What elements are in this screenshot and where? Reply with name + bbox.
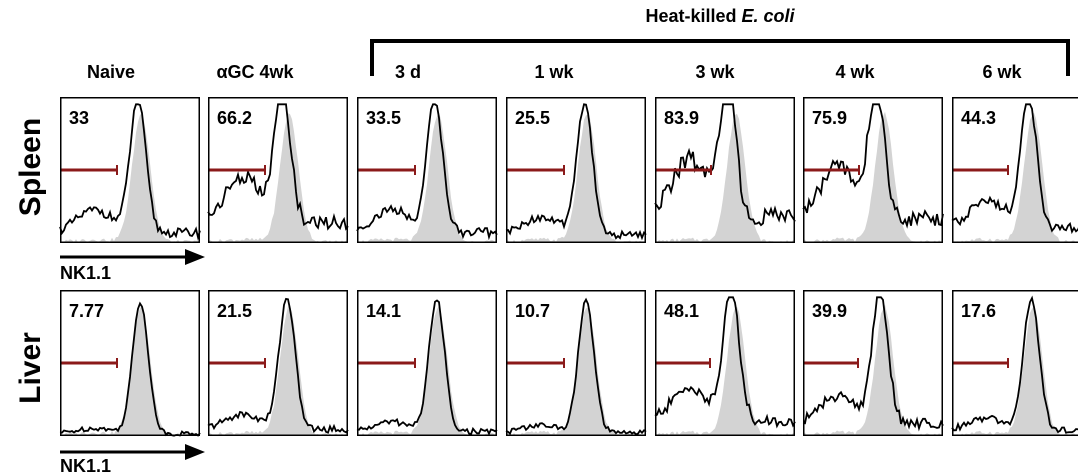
panel-frame (60, 290, 200, 436)
axis-label-spleen: NK1.1 (60, 263, 111, 283)
bracket-line (370, 39, 1070, 76)
reference-histogram (655, 113, 795, 244)
gate-percentage: 17.6 (961, 301, 996, 321)
sample-histogram (951, 295, 1078, 434)
panel-frame (357, 290, 497, 436)
reference-histogram (655, 306, 795, 436)
axis-label-liver: NK1.1 (60, 456, 111, 473)
sample-histogram (951, 103, 1078, 235)
sample-histogram (654, 296, 796, 429)
histogram-panel: 25.5 (505, 97, 647, 244)
sample-histogram (802, 296, 944, 432)
gate-percentage: 83.9 (664, 108, 699, 128)
panel-frame (506, 97, 646, 243)
histogram-panel: 14.1 (356, 290, 498, 436)
panel-frame (803, 97, 943, 243)
histogram-panel: 33 (59, 97, 201, 243)
sample-histogram (505, 297, 647, 436)
sample-histogram (654, 103, 796, 227)
histogram-panel: 10.7 (505, 290, 647, 436)
histogram-panel: 83.9 (654, 97, 796, 244)
histogram-panel: 66.2 (207, 97, 349, 243)
sample-histogram (802, 103, 944, 229)
histogram-panels: 33 66.2 33.5 25.5 83.9 75.9 44.3 7.77 21.5 14.1 10… (59, 97, 1078, 437)
gate-percentage: 25.5 (515, 108, 550, 128)
reference-histogram (60, 113, 200, 243)
reference-histogram (357, 112, 497, 244)
histogram-panel: 48.1 (654, 290, 796, 436)
row-label-liver: Liver (14, 332, 47, 404)
gate-percentage: 75.9 (812, 108, 847, 128)
gate-percentage: 21.5 (217, 301, 252, 321)
sample-histogram (207, 103, 349, 231)
reference-histogram (60, 306, 200, 436)
histogram-panel: 7.77 (59, 290, 201, 437)
histogram-panel: 75.9 (802, 97, 944, 243)
column-header-4wk: 4 wk (835, 62, 875, 82)
gate-percentage: 10.7 (515, 301, 550, 321)
gate-percentage: 7.77 (69, 301, 104, 321)
histogram-panel: 39.9 (802, 290, 944, 436)
reference-histogram (803, 304, 943, 436)
reference-histogram (952, 112, 1078, 243)
reference-histogram (357, 305, 497, 436)
panel-frame (208, 290, 348, 436)
column-header-1wk: 1 wk (534, 62, 574, 82)
gate-percentage: 14.1 (366, 301, 401, 321)
panel-frame (208, 97, 348, 243)
reference-histogram (803, 111, 943, 243)
bracket-title-prefix: Heat-killed (645, 6, 741, 26)
histogram-panel: 33.5 (356, 97, 498, 244)
column-header-3d: 3 d (395, 62, 421, 82)
panel-frame (655, 97, 795, 243)
gate-percentage: 33.5 (366, 108, 401, 128)
axis-arrow-liver (60, 444, 205, 460)
sample-histogram (356, 299, 498, 436)
sample-histogram (505, 103, 647, 241)
column-header-naive: Naive (87, 62, 135, 82)
column-header-3wk: 3 wk (695, 62, 735, 82)
sample-histogram (356, 103, 498, 241)
sample-histogram (59, 103, 201, 241)
reference-histogram (952, 305, 1078, 436)
column-header-6wk: 6 wk (982, 62, 1022, 82)
row-label-spleen: Spleen (14, 118, 47, 216)
panel-frame (803, 290, 943, 436)
gate-percentage: 33 (69, 108, 89, 128)
panel-frame (357, 97, 497, 243)
gate-percentage: 39.9 (812, 301, 847, 321)
reference-histogram (506, 114, 646, 244)
panel-frame (60, 97, 200, 243)
panel-frame (952, 97, 1078, 243)
histogram-panel: 21.5 (207, 290, 349, 436)
reference-histogram (208, 306, 348, 436)
axis-arrow-spleen (60, 249, 205, 265)
gate-percentage: 66.2 (217, 108, 252, 128)
histogram-panel: 44.3 (951, 97, 1078, 243)
panel-frame (655, 290, 795, 436)
gate-percentage: 44.3 (961, 108, 996, 128)
panel-frame (506, 290, 646, 436)
column-header-agc-4wk: αGC 4wk (216, 62, 294, 82)
reference-histogram (506, 307, 646, 436)
reference-histogram (208, 113, 348, 243)
panel-frame (952, 290, 1078, 436)
histogram-panel: 17.6 (951, 290, 1078, 436)
gate-percentage: 48.1 (664, 301, 699, 321)
bracket-title-italic: E. coli (742, 6, 796, 26)
sample-histogram (207, 297, 349, 434)
bracket-title: Heat-killed E. coli (645, 6, 795, 26)
